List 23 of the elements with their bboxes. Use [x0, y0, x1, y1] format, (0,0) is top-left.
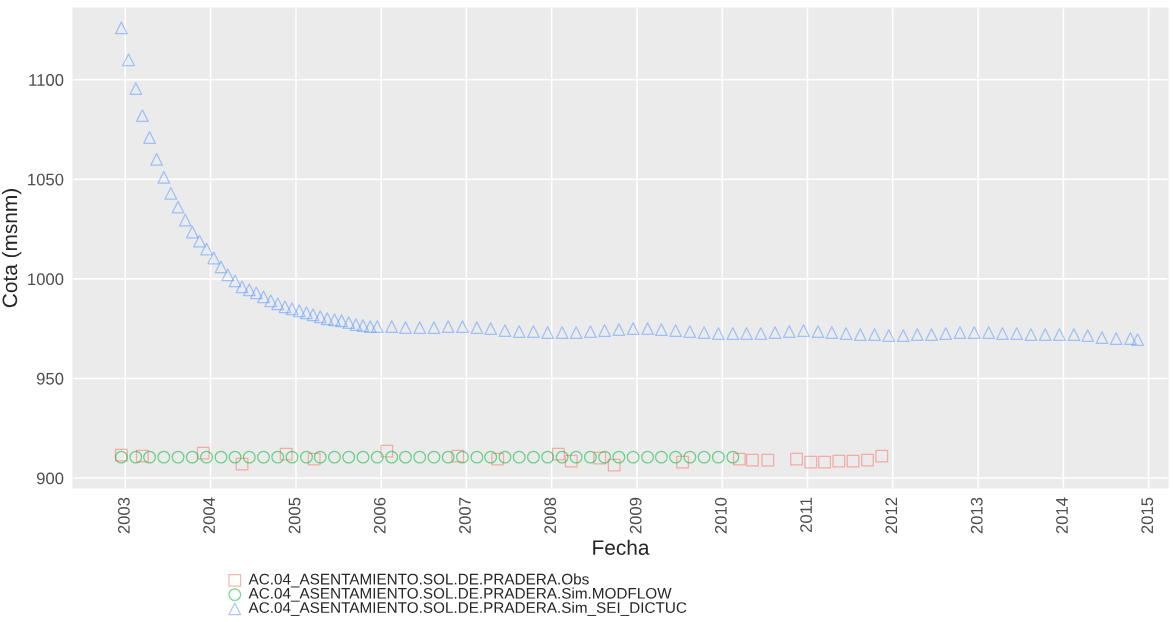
legend-label: AC.04_ASENTAMIENTO.SOL.DE.PRADERA.Sim_SEI_DICTUC	[248, 601, 687, 616]
x-tick-label: 2007	[459, 497, 471, 534]
legend-label: AC.04_ASENTAMIENTO.SOL.DE.PRADERA.Obs	[248, 573, 589, 588]
y-axis-title: Cota (msnm)	[1, 189, 22, 308]
legend-label: AC.04_ASENTAMIENTO.SOL.DE.PRADERA.Sim.MODFLOW	[248, 587, 672, 602]
y-tick-label: 1100	[29, 74, 64, 86]
y-tick-label: 950	[36, 372, 64, 385]
x-axis-title: Fecha	[593, 539, 650, 555]
x-tick-label: 2014	[1056, 497, 1068, 534]
x-tick-label: 2005	[288, 497, 301, 534]
x-tick-label: 2009	[629, 497, 642, 534]
x-tick-label: 2004	[203, 497, 215, 534]
x-tick-label: 2013	[970, 497, 983, 534]
x-tick-label: 2015	[1141, 497, 1154, 534]
x-tick-label: 2010	[714, 497, 727, 534]
x-tick-label: 2008	[544, 497, 557, 534]
x-tick-label: 2003	[117, 497, 130, 534]
y-tick-label: 900	[36, 472, 64, 485]
x-tick-label: 2011	[800, 497, 812, 533]
y-tick-label: 1050	[28, 173, 64, 186]
y-tick-label: 1000	[28, 273, 64, 286]
x-tick-label: 2012	[885, 497, 898, 534]
x-tick-label: 2006	[373, 497, 386, 534]
